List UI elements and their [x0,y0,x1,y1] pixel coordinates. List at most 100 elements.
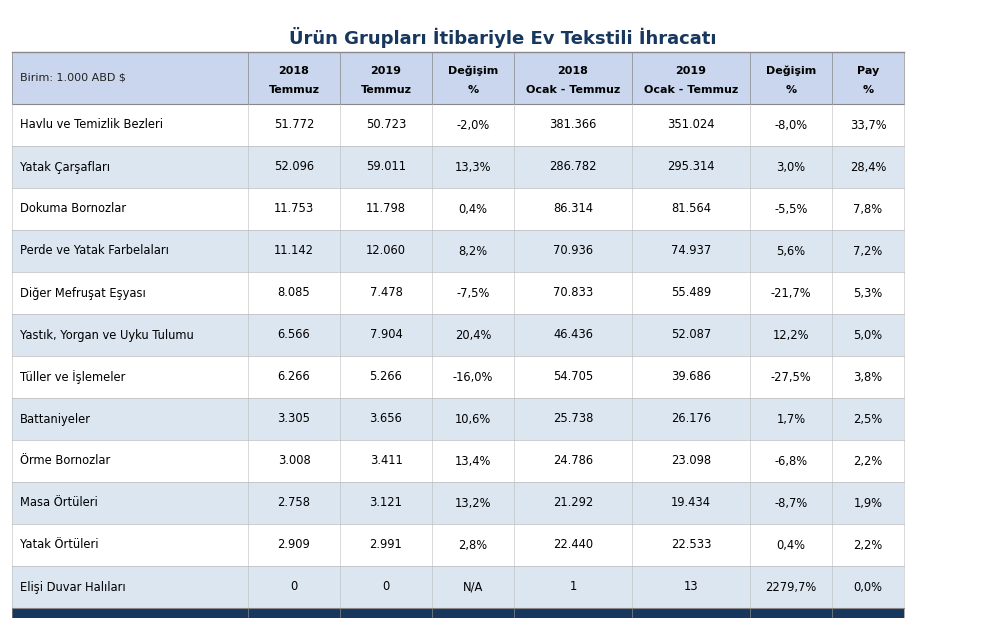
Text: 2,8%: 2,8% [458,538,487,551]
Text: Değişim: Değişim [448,66,498,77]
Text: 70.936: 70.936 [553,245,593,258]
Bar [12,104,904,146]
Bar [12,230,904,272]
Text: 12.060: 12.060 [366,245,406,258]
Text: 7,2%: 7,2% [853,245,882,258]
Bar [12,52,904,104]
Text: 46.436: 46.436 [553,329,593,342]
Text: Dokuma Bornozlar: Dokuma Bornozlar [20,203,126,216]
Text: Pay: Pay [857,66,879,76]
Text: 351.024: 351.024 [667,119,715,132]
Text: %: % [862,85,873,95]
Text: Elişi Duvar Halıları: Elişi Duvar Halıları [20,580,126,593]
Text: 86.314: 86.314 [553,203,593,216]
Text: %: % [786,85,797,95]
Text: 5,0%: 5,0% [853,329,882,342]
Text: 6.266: 6.266 [277,371,311,384]
Text: 13,4%: 13,4% [455,454,491,467]
Text: Yatak Örtüleri: Yatak Örtüleri [20,538,98,551]
Text: Temmuz: Temmuz [268,85,320,95]
Text: 13: 13 [683,580,698,593]
Text: 52.087: 52.087 [671,329,712,342]
Text: 28,4%: 28,4% [850,161,886,174]
Text: 2279,7%: 2279,7% [766,580,817,593]
Text: Battaniyeler: Battaniyeler [20,412,91,426]
Text: -21,7%: -21,7% [771,287,811,300]
Text: 295.314: 295.314 [667,161,715,174]
Text: 2018: 2018 [558,66,589,76]
Bar [12,188,904,230]
Text: Ürün Grupları İtibariyle Ev Tekstili İhracatı: Ürün Grupları İtibariyle Ev Tekstili İhr… [288,27,717,48]
Text: 81.564: 81.564 [671,203,711,216]
Text: 0: 0 [290,580,297,593]
Text: 1,9%: 1,9% [853,496,882,509]
Text: 10,6%: 10,6% [455,412,491,426]
Text: 25.738: 25.738 [553,412,593,426]
Text: 381.366: 381.366 [550,119,597,132]
Text: 0,4%: 0,4% [458,203,487,216]
Text: 2,2%: 2,2% [853,454,882,467]
Bar [12,608,904,618]
Text: Masa Örtüleri: Masa Örtüleri [20,496,97,509]
Text: 11.753: 11.753 [274,203,315,216]
Text: 11.798: 11.798 [366,203,406,216]
Text: -27,5%: -27,5% [771,371,811,384]
Text: 7.904: 7.904 [370,329,402,342]
Bar [12,356,904,398]
Text: 2019: 2019 [371,66,402,76]
Text: 59.011: 59.011 [366,161,406,174]
Text: 12,2%: 12,2% [773,329,809,342]
Text: 2.909: 2.909 [277,538,311,551]
Text: 13,2%: 13,2% [454,496,491,509]
Bar [12,566,904,608]
Text: Yatak Çarşafları: Yatak Çarşafları [20,161,110,174]
Text: 23.098: 23.098 [671,454,712,467]
Text: 0,4%: 0,4% [777,538,805,551]
Text: 8.085: 8.085 [277,287,311,300]
Text: Değişim: Değişim [766,66,816,77]
Text: 74.937: 74.937 [671,245,712,258]
Text: Yastık, Yorgan ve Uyku Tulumu: Yastık, Yorgan ve Uyku Tulumu [20,329,194,342]
Text: Diğer Mefruşat Eşyası: Diğer Mefruşat Eşyası [20,287,146,300]
Bar [12,482,904,524]
Text: 3.656: 3.656 [370,412,402,426]
Text: 7.478: 7.478 [370,287,402,300]
Text: 2019: 2019 [675,66,707,76]
Text: Örme Bornozlar: Örme Bornozlar [20,454,111,467]
Text: -8,0%: -8,0% [775,119,808,132]
Text: -8,7%: -8,7% [775,496,808,509]
Text: -5,5%: -5,5% [774,203,808,216]
Text: 33,7%: 33,7% [849,119,886,132]
Bar [12,314,904,356]
Text: 5,3%: 5,3% [853,287,882,300]
Text: Tüller ve İşlemeler: Tüller ve İşlemeler [20,370,126,384]
Text: 6.566: 6.566 [277,329,311,342]
Text: 2.758: 2.758 [277,496,311,509]
Text: 5.266: 5.266 [370,371,402,384]
Text: 3.008: 3.008 [277,454,311,467]
Text: Birim: 1.000 ABD $: Birim: 1.000 ABD $ [20,73,126,83]
Text: Perde ve Yatak Farbelaları: Perde ve Yatak Farbelaları [20,245,169,258]
Text: -2,0%: -2,0% [456,119,489,132]
Text: %: % [467,85,478,95]
Text: 22.440: 22.440 [553,538,593,551]
Text: 19.434: 19.434 [671,496,711,509]
Text: 3.305: 3.305 [277,412,311,426]
Text: 3,8%: 3,8% [853,371,882,384]
Bar [12,524,904,566]
Text: 11.142: 11.142 [274,245,314,258]
Bar [12,146,904,188]
Bar [12,440,904,482]
Text: -16,0%: -16,0% [453,371,493,384]
Text: N/A: N/A [463,580,483,593]
Text: 55.489: 55.489 [671,287,712,300]
Text: 50.723: 50.723 [366,119,406,132]
Bar [12,398,904,440]
Text: 0: 0 [382,580,390,593]
Text: 70.833: 70.833 [553,287,593,300]
Text: 7,8%: 7,8% [853,203,882,216]
Text: 24.786: 24.786 [553,454,593,467]
Text: 26.176: 26.176 [671,412,712,426]
Text: 51.772: 51.772 [273,119,315,132]
Text: 2,2%: 2,2% [853,538,882,551]
